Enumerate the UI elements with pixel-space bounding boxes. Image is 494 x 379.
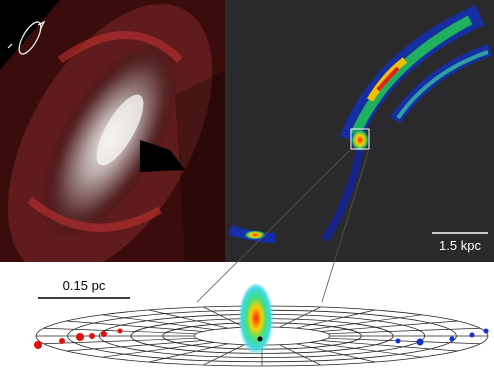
red-maser [118, 329, 123, 334]
center-dot [258, 337, 263, 342]
scale-label-kpc: 1.5 kpc [439, 238, 481, 253]
blue-maser [396, 339, 401, 344]
blue-maser [417, 339, 424, 346]
disk-spoke [102, 315, 214, 330]
red-maser [89, 333, 95, 339]
scale-label-pc: 0.15 pc [63, 278, 106, 293]
red-maser [59, 338, 65, 344]
disk-spoke [310, 342, 422, 357]
central-emission [238, 284, 274, 360]
disk-spoke [310, 315, 422, 330]
figure: 1.5 kpc 0.15 pc [0, 0, 494, 379]
blue-maser [484, 329, 489, 334]
left-image [0, 0, 254, 310]
red-maser [76, 333, 84, 341]
blue-maser [450, 337, 455, 342]
blue-maser [470, 333, 475, 338]
red-maser [34, 341, 42, 349]
disk-spoke [102, 342, 214, 357]
right-image: 1.5 kpc [225, 0, 494, 262]
red-maser [101, 331, 107, 337]
